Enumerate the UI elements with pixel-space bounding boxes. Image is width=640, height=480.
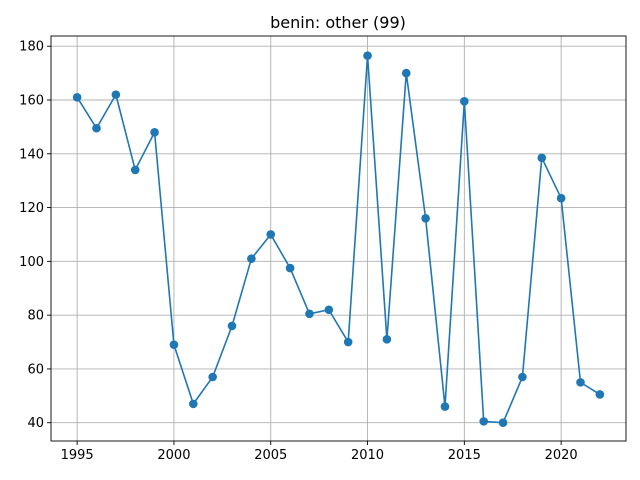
- data-point: [247, 254, 256, 263]
- y-tick-label: 180: [19, 40, 44, 55]
- y-tick-label: 120: [19, 201, 44, 216]
- data-point: [208, 372, 217, 382]
- data-point: [518, 372, 527, 382]
- series-line: [76, 54, 601, 424]
- y-tick-label: 160: [19, 94, 44, 109]
- data-point: [537, 153, 547, 163]
- ticks-layer: 1995 2000 2005 2010 2015 2020 40 60 80 100 120 140 1…: [19, 40, 578, 463]
- x-tick-label: 2000: [157, 448, 190, 463]
- data-point: [72, 93, 82, 102]
- chart-title: benin: other (99): [270, 13, 406, 32]
- x-tick-label: 1995: [61, 448, 94, 463]
- axes-frame: [50, 35, 627, 442]
- data-point: [169, 340, 179, 350]
- data-point: [227, 321, 237, 331]
- data-point: [498, 418, 508, 428]
- data-point: [401, 68, 411, 78]
- x-tick-label: 2010: [351, 448, 384, 463]
- data-point: [324, 305, 334, 315]
- y-tick-label: 140: [19, 147, 44, 162]
- data-point: [343, 337, 353, 347]
- data-point: [479, 417, 489, 426]
- series-layer: [72, 51, 605, 428]
- y-tick-label: 100: [19, 255, 44, 270]
- data-point: [460, 97, 469, 106]
- data-point: [363, 51, 372, 60]
- data-point: [421, 214, 430, 223]
- x-tick-label: 2015: [448, 448, 481, 463]
- data-point: [266, 230, 276, 239]
- data-point: [595, 390, 605, 399]
- y-tick-label: 60: [27, 362, 44, 377]
- data-point: [285, 263, 295, 273]
- y-tick-label: 80: [27, 309, 44, 324]
- grid-layer: [51, 36, 626, 441]
- data-point: [188, 399, 198, 409]
- data-point: [576, 378, 585, 387]
- data-point: [150, 127, 159, 137]
- data-point: [92, 123, 101, 133]
- data-point: [440, 402, 450, 411]
- data-point: [556, 193, 566, 203]
- x-tick-label: 2020: [545, 448, 578, 463]
- y-tick-label: 40: [27, 416, 44, 431]
- data-point: [382, 335, 392, 344]
- data-point: [130, 165, 140, 175]
- data-point: [305, 309, 314, 319]
- data-point: [111, 90, 121, 99]
- x-tick-label: 2005: [254, 448, 287, 463]
